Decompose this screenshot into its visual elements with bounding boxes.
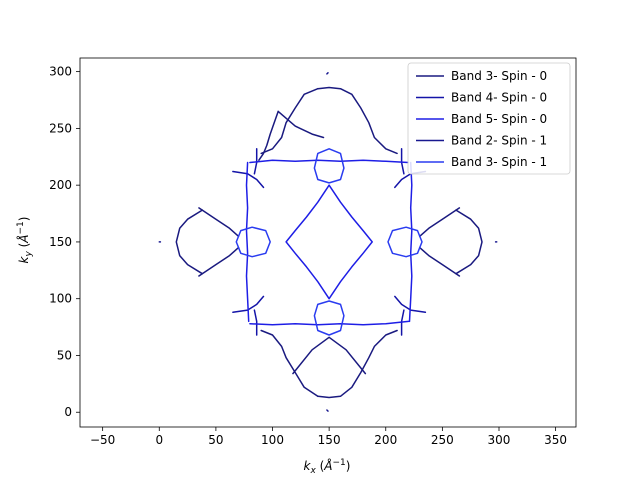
y-tick-label: 100: [49, 292, 72, 306]
x-tick-label: −50: [90, 433, 115, 447]
legend-label: Band 2- Spin - 1: [451, 134, 547, 148]
series-1-curve-2: [258, 110, 279, 161]
series-1-curve-13: [292, 336, 367, 375]
y-tick-label: 150: [49, 235, 72, 249]
series-4: [158, 72, 498, 412]
y-tick-label: 300: [49, 65, 72, 79]
series-3-curve-5: [285, 184, 373, 300]
series-1-curve-9: [418, 246, 461, 277]
x-tick-label: 50: [208, 433, 223, 447]
series-1-curve-6: [198, 246, 240, 277]
series-5-curve-1: [313, 148, 345, 184]
series-1-curve-8: [418, 207, 461, 238]
series-2-curve-1: [232, 170, 265, 189]
x-tick-label: 0: [155, 433, 163, 447]
series-1-curve-11: [317, 329, 398, 399]
x-tick-label: 350: [544, 433, 567, 447]
y-tick-label: 250: [49, 121, 72, 135]
legend: Band 3- Spin - 0 Band 4- Spin - 0 Band 5- …: [407, 62, 571, 175]
y-axis-ticks: 0 50 100 150 200 250 300: [49, 65, 80, 419]
series-3-curve-2: [249, 320, 410, 326]
series-2-curve-3: [232, 295, 265, 314]
axes-frame: [79, 57, 577, 428]
series-1-curve-5: [198, 207, 240, 238]
x-tick-label: 100: [261, 433, 284, 447]
series-3: [245, 159, 413, 326]
legend-label: Band 3- Spin - 1: [451, 155, 547, 169]
series-2-curve-4: [253, 309, 258, 336]
series-1-curve-1: [277, 110, 325, 139]
series-1-curve-7: [175, 209, 204, 275]
legend-label: Band 4- Spin - 0: [451, 91, 547, 105]
y-tick-label: 50: [57, 348, 72, 362]
x-tick-label: 200: [374, 433, 397, 447]
series-5: [235, 148, 423, 336]
series-1-curve-3: [317, 86, 398, 155]
x-tick-label: 150: [318, 433, 341, 447]
series-5-curve-2: [313, 300, 345, 336]
y-tick-label: 200: [49, 178, 72, 192]
series-1: [175, 86, 483, 399]
x-tick-label: 250: [431, 433, 454, 447]
series-3-curve-3: [245, 161, 250, 323]
x-tick-label: 300: [488, 433, 511, 447]
series-2-curve-7: [394, 295, 427, 314]
x-axis-label: kx (Å−1): [304, 458, 351, 476]
y-axis-label: ky (Å−1): [16, 217, 34, 264]
x-axis-ticks: −50 0 50 100 150 200 250 300 350: [90, 427, 567, 447]
series-5-curve-4: [387, 226, 423, 258]
series-3-curve-4: [408, 161, 413, 323]
series-5-curve-3: [235, 226, 271, 258]
series-1-curve-4: [260, 87, 319, 155]
legend-label: Band 5- Spin - 0: [451, 112, 547, 126]
plot-area: [79, 57, 577, 428]
series-4-curve-1: [326, 72, 329, 75]
y-tick-label: 0: [64, 405, 72, 419]
series-1-curve-12: [260, 329, 319, 398]
series-1-curve-10: [455, 209, 483, 275]
legend-box: [407, 62, 571, 175]
legend-label: Band 3- Spin - 0: [451, 69, 547, 83]
series-3-curve-1: [249, 159, 410, 164]
series-4-curve-2: [326, 409, 329, 412]
